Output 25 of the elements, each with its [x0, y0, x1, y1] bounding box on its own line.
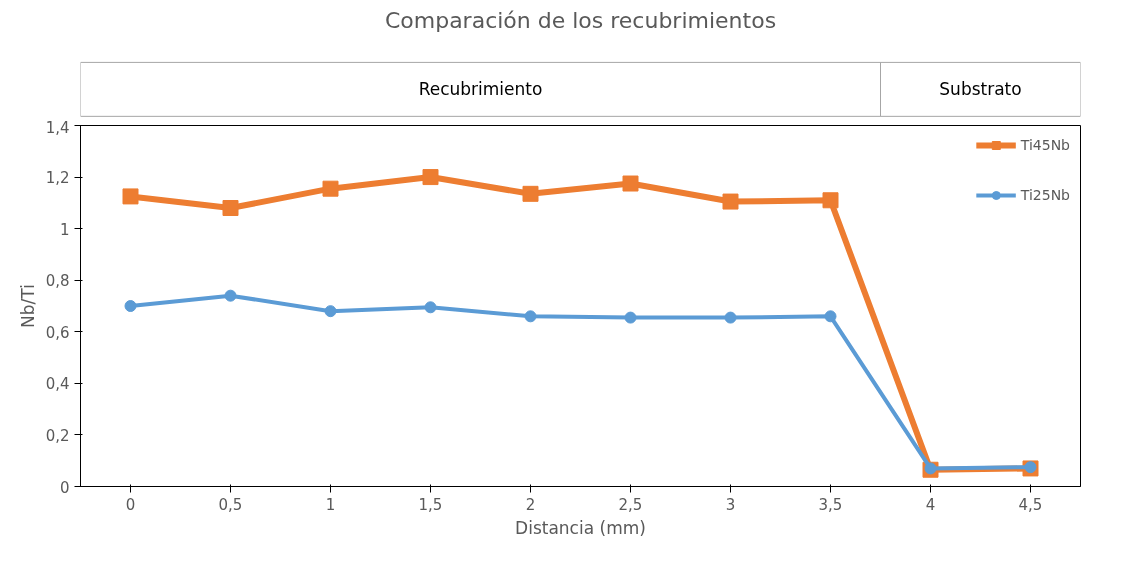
legend-label: Ti25Nb — [1020, 187, 1070, 203]
y-tick-label: 0,6 — [45, 323, 70, 342]
text: Substrato — [939, 79, 1022, 100]
y-tick-label: 0,8 — [45, 272, 70, 291]
y-tick-label: 0 — [59, 478, 70, 497]
x-tick-label: 0,5 — [218, 495, 243, 514]
x-tick-label: 2,5 — [618, 495, 643, 514]
x-axis-title: Distancia (mm) — [515, 517, 646, 538]
x-tick-label: 1 — [325, 495, 336, 514]
y-tick-label: 0,4 — [45, 375, 70, 394]
y-tick-label: 1 — [59, 220, 70, 239]
x-tick-label: 4 — [925, 495, 936, 514]
x-tick-label: 1,5 — [418, 495, 443, 514]
legend-label: Ti45Nb — [1020, 137, 1070, 153]
x-tick-label: 0 — [125, 495, 136, 514]
text: Recubrimiento — [418, 79, 543, 100]
y-tick-label: 1,2 — [45, 169, 70, 188]
x-tick-label: 3,5 — [818, 495, 843, 514]
x-tick-label: 4,5 — [1018, 495, 1043, 514]
x-tick-label: 2 — [525, 495, 536, 514]
x-tick-label: 3 — [725, 495, 736, 514]
chart-title: Comparación de los recubrimientos — [384, 7, 777, 33]
y-tick-label: 1,4 — [45, 118, 70, 137]
y-axis-title: Nb/Ti — [17, 284, 38, 328]
y-tick-label: 0,2 — [45, 426, 70, 445]
